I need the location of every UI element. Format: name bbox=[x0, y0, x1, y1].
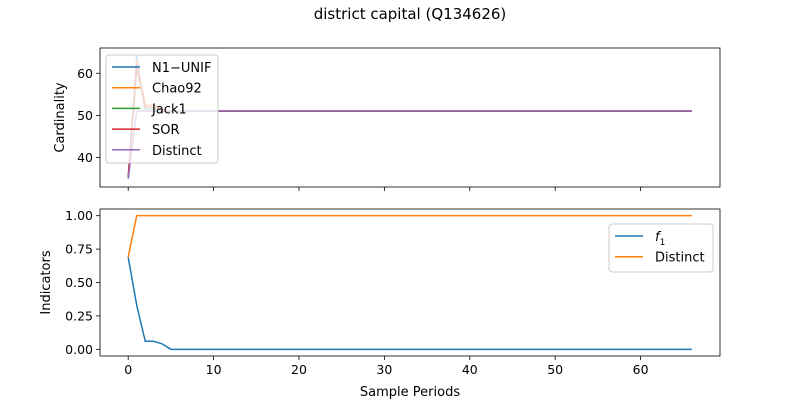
cardinality-legend-box bbox=[105, 54, 219, 164]
indicators-y-tick-label: 0.25 bbox=[65, 308, 93, 323]
indicators-legend-label: Distinct bbox=[655, 251, 705, 266]
indicators-y-tick-label: 0.50 bbox=[65, 275, 93, 290]
indicators-x-tick-label: 40 bbox=[462, 362, 478, 377]
cardinality-legend: N1−UNIF Chao92 Jack1 SOR Distinct bbox=[105, 54, 219, 164]
cardinality-legend-label: Distinct bbox=[152, 144, 202, 159]
cardinality-y-tick-label: 40 bbox=[77, 150, 93, 165]
indicators-y-tick-label: 1.00 bbox=[65, 208, 93, 223]
cardinality-y-tick-label: 60 bbox=[77, 66, 93, 81]
indicators-x-tick-label: 30 bbox=[376, 362, 392, 377]
indicators-y-tick-label: 0.00 bbox=[65, 342, 93, 357]
figure-title: district capital (Q134626) bbox=[314, 5, 507, 23]
cardinality-panel: 40 50 60 Cardinality N1−UNIF Chao92 Jack1 SOR… bbox=[53, 47, 721, 191]
cardinality-axes-frame bbox=[99, 47, 721, 188]
indicators-legend: f1 Distinct bbox=[608, 223, 714, 273]
indicators-y-tick-label: 0.75 bbox=[65, 242, 93, 257]
indicators-y-axis-label: Indicators bbox=[39, 250, 54, 314]
indicators-series-distinct bbox=[127, 214, 692, 258]
cardinality-legend-label: SOR bbox=[152, 123, 180, 138]
indicators-x-tick-label: 50 bbox=[547, 362, 563, 377]
indicators-x-tick-label: 20 bbox=[291, 362, 307, 377]
indicators-legend-label: f1 bbox=[655, 230, 665, 248]
cardinality-legend-label: Jack1 bbox=[151, 102, 187, 117]
indicators-x-tick-label: 0 bbox=[124, 362, 132, 377]
indicators-series-f1 bbox=[127, 256, 692, 351]
cardinality-legend-label: Chao92 bbox=[152, 82, 202, 97]
cardinality-y-tick-label: 50 bbox=[77, 108, 93, 123]
indicators-panel: 0 10 20 30 40 50 60 0.00 0.25 0.50 0.75 1.00 Indica… bbox=[39, 208, 721, 400]
indicators-x-tick-label: 60 bbox=[633, 362, 649, 377]
cardinality-y-axis-label: Cardinality bbox=[53, 82, 68, 153]
indicators-x-axis-label: Sample Periods bbox=[360, 385, 460, 400]
cardinality-legend-label: N1−UNIF bbox=[152, 61, 211, 76]
indicators-x-tick-label: 10 bbox=[206, 362, 222, 377]
